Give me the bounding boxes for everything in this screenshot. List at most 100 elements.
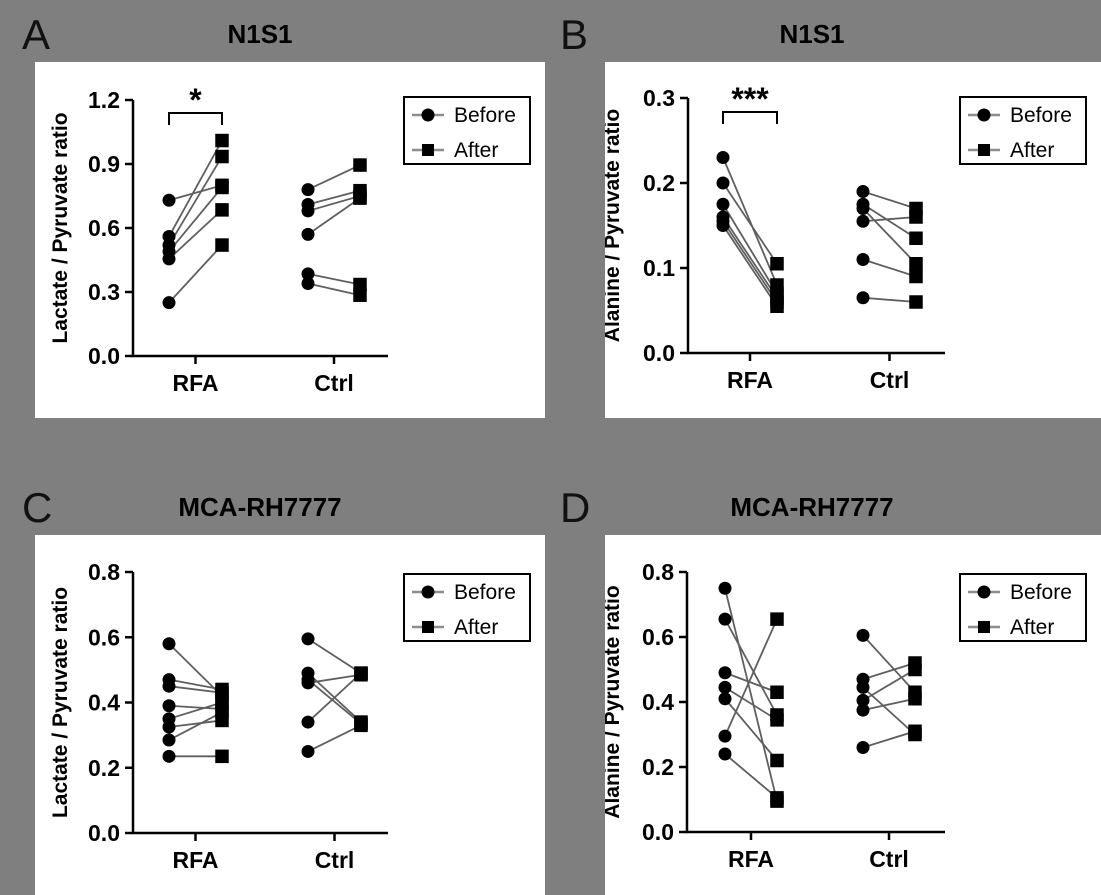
pair-line [307,164,361,191]
data-point-before [718,612,732,626]
data-point-before [301,183,315,197]
pair-line [307,673,362,684]
legend-circle-marker-icon [977,585,991,599]
data-point-before [162,296,176,310]
y-tick-label: 0.4 [642,689,674,715]
data-point-after [909,231,923,245]
pair-line [862,207,917,265]
data-point-after [770,257,784,271]
pair-line [724,698,778,762]
y-tick-label: 0.2 [642,754,674,780]
data-point-before [718,692,732,706]
data-point-before [856,703,870,717]
data-point-after [215,705,229,720]
data-point-before [162,749,176,763]
pair-line [168,685,223,694]
legend-item-label: Before [1010,104,1072,127]
data-point-before [856,741,870,754]
pair-line [862,662,916,681]
x-category-label: RFA [173,847,219,873]
data-point-before [716,151,730,164]
legend-item-label: Before [454,104,516,127]
pair-line [862,686,916,736]
legend-item-label: After [454,139,498,162]
y-axis-label: Alanine / Pyruvate ratio [605,109,624,342]
data-point-after [215,749,229,764]
data-point-after [770,299,784,313]
pair-line [168,184,223,202]
data-point-after [770,753,784,768]
panel-label-c: C [22,484,53,531]
pair-line [168,678,223,691]
legend-item-label: After [1010,616,1054,639]
data-point-before [856,214,870,228]
pair-line [724,686,778,721]
data-point-before [162,252,176,266]
y-axis-label: Lactate / Pyruvate ratio [49,587,72,818]
significance-stars: * [189,82,202,118]
pair-line [724,588,778,802]
x-category-label: Ctrl [869,846,909,872]
data-point-after [770,791,784,805]
data-point-after [909,295,923,309]
data-point-after [215,203,229,217]
pair-line [168,244,223,304]
data-point-after [908,692,922,706]
x-category-label: RFA [173,370,219,396]
x-category-label: Ctrl [314,370,354,396]
data-point-before [856,693,870,707]
data-point-after [354,718,368,733]
significance-bracket [168,112,223,125]
y-tick-label: 0.6 [88,624,120,650]
pair-line [862,190,917,210]
panel-label-a: A [22,11,51,58]
pair-line [168,186,223,253]
panel-title-d: MCA-RH7777 [730,492,894,522]
significance-stars: *** [731,81,769,117]
data-point-after [215,133,229,148]
data-point-before [162,733,176,747]
pair-line [724,671,778,694]
pair-line [307,724,362,753]
pair-line [862,216,917,223]
data-point-before [301,276,315,290]
data-point-before [718,680,732,694]
pair-line [722,182,778,265]
y-tick-label: 0.0 [643,340,675,366]
data-point-after [353,277,367,292]
data-point-after [770,612,784,626]
x-category-label: Ctrl [870,367,910,393]
x-category-label: Ctrl [315,847,355,873]
pair-line [168,719,223,728]
data-point-after [909,210,923,224]
panel-b-plot: 0.0 0.1 0.2 0.3 Alanine / Pyruvate ratio RFA C… [605,62,1101,418]
pair-line [722,203,778,294]
data-point-before [301,715,315,729]
y-tick-label: 0.6 [642,624,674,650]
pair-line [307,282,361,297]
legend-circle-marker-icon [421,108,435,122]
data-point-before [718,666,732,680]
legend-square-marker-icon [978,144,990,156]
pair-line [862,668,916,702]
pair-line [862,203,917,240]
panel-d-plot: 0.0 0.2 0.4 0.6 0.8 Alanine / Pyruvate ratio R… [605,535,1101,895]
data-point-after [215,180,229,195]
pair-line [307,678,362,725]
panel-a-plot: 0.0 0.3 0.6 0.9 1.2 Lactate / Pyruvate ratio R… [35,62,545,418]
pair-line [862,296,917,303]
pair-line [722,220,778,303]
data-point-after [215,238,229,252]
y-tick-label: 0.3 [643,85,675,111]
data-point-after [353,288,367,302]
x-category-label: RFA [727,367,773,393]
data-point-after [908,662,922,677]
y-tick-label: 0.8 [642,559,674,585]
y-tick-label: 0.0 [88,820,120,846]
y-tick-label: 0.4 [88,690,120,716]
panel-title-a: N1S1 [227,19,293,49]
legend-square-marker-icon [978,621,990,633]
y-axis-label: Lactate / Pyruvate ratio [49,112,72,343]
pair-line [307,189,361,206]
